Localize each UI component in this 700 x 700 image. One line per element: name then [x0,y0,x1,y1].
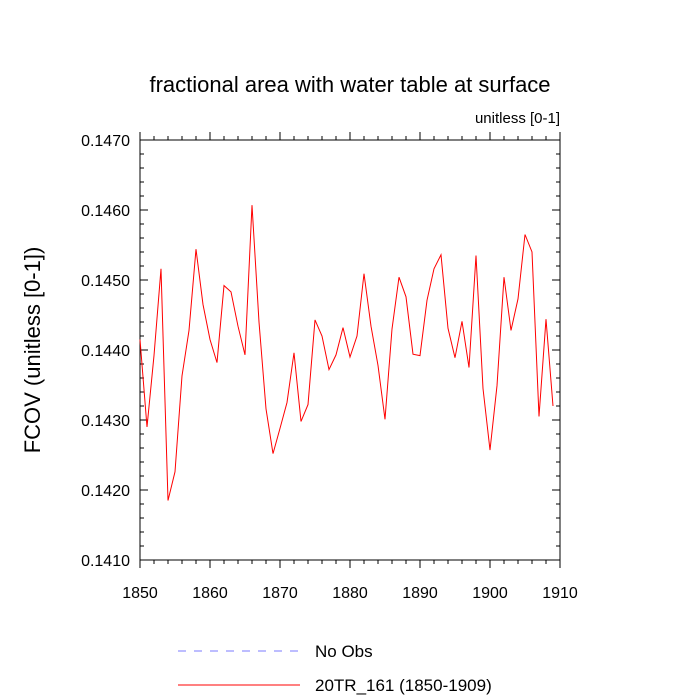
y-axis-label: FCOV (unitless [0-1]) [20,247,45,454]
y-tick-label: 0.1450 [81,273,130,290]
x-tick-label: 1870 [262,585,298,602]
x-tick-label: 1860 [192,585,228,602]
chart-subtitle: unitless [0-1] [475,110,560,127]
series-line [139,205,554,501]
y-tick-label: 0.1470 [81,133,130,150]
legend-label: No Obs [315,642,373,661]
y-tick-label: 0.1420 [81,483,130,500]
y-tick-label: 0.1460 [81,203,130,220]
legend-label: 20TR_161 (1850-1909) [315,676,492,695]
x-tick-label: 1880 [332,585,368,602]
x-tick-label: 1890 [402,585,438,602]
legend: No Obs 20TR_161 (1850-1909) [178,642,492,695]
x-tick-label: 1850 [122,585,158,602]
x-tick-label: 1910 [542,585,578,602]
y-tick-label: 0.1430 [81,413,130,430]
plot-area: 1850 1860 1870 1880 1890 1900 1910 0.1410 0.1420… [81,132,578,602]
chart-title: fractional area with water table at surf… [149,72,550,97]
y-tick-label: 0.1440 [81,343,130,360]
plot-frame [139,139,561,561]
x-tick-label: 1900 [472,585,508,602]
y-tick-label: 0.1410 [81,553,130,570]
